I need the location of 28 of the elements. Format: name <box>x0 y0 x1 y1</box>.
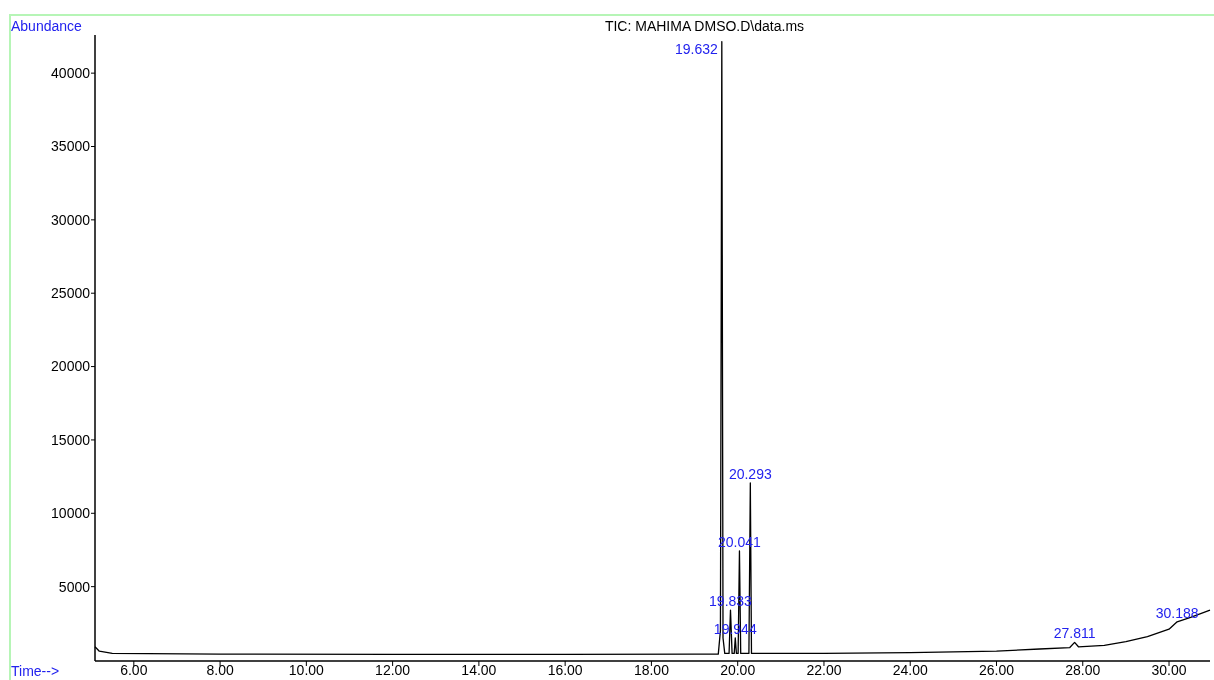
y-axis-title: Abundance <box>11 18 83 34</box>
chart-title: TIC: MAHIMA DMSO.D\data.ms <box>604 18 805 34</box>
x-tick-label: 12.00 <box>375 662 411 678</box>
x-tick-label: 6.00 <box>120 662 148 678</box>
x-tick-label: 10.00 <box>288 662 325 678</box>
y-tick-label: 5000 <box>58 578 91 595</box>
x-tick-label: 28.00 <box>1065 662 1101 678</box>
y-tick-label: 35000 <box>51 138 91 155</box>
x-tick-label: 16.00 <box>547 662 583 678</box>
x-tick-label: 24.00 <box>892 662 928 678</box>
x-tick-label: 8.00 <box>206 662 234 678</box>
x-tick-label: 30.00 <box>1151 662 1187 678</box>
annotation: 30.188 <box>1155 604 1199 621</box>
x-tick-label: 20.00 <box>720 662 756 678</box>
x-tick-label: 14.00 <box>461 662 497 678</box>
annotation: 20.293 <box>728 465 772 482</box>
y-tick-label: 30000 <box>51 211 91 228</box>
x-tick-label: 22.00 <box>806 662 842 678</box>
y-tick-label: 20000 <box>51 358 91 375</box>
annotation: 19.632 <box>674 40 719 57</box>
y-tick-label: 10000 <box>51 505 91 522</box>
y-tick-label: 40000 <box>51 65 91 82</box>
annotation: 27.811 <box>1053 625 1096 642</box>
x-tick-label: 26.00 <box>978 662 1015 678</box>
y-tick-label: 25000 <box>51 285 91 302</box>
y-tick-label: 15000 <box>51 431 91 448</box>
x-axis-title: Time--> <box>11 663 60 679</box>
x-tick-label: 18.00 <box>633 662 670 678</box>
